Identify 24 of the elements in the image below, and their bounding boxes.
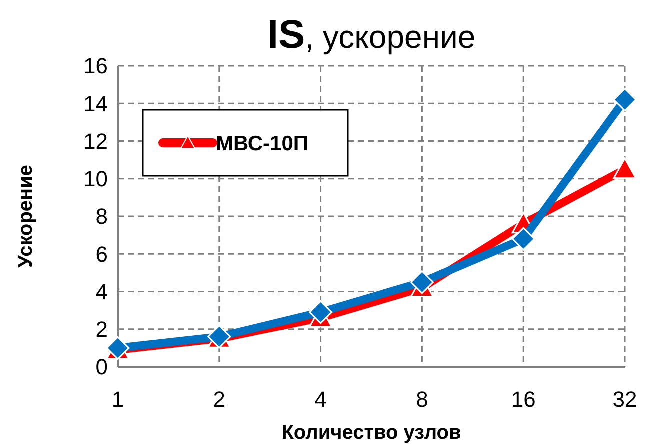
point <box>512 227 536 251</box>
x-axis-title: Количество узлов <box>282 422 462 444</box>
point <box>613 88 637 112</box>
x-tick-label: 1 <box>112 387 124 412</box>
x-tick-label: 4 <box>314 387 327 412</box>
y-tick-label: 6 <box>96 242 108 267</box>
y-tick-label: 0 <box>96 354 108 380</box>
point <box>410 270 434 294</box>
y-tick-label: 10 <box>84 166 108 192</box>
x-tick-label: 8 <box>416 387 428 412</box>
legend-label: МВС-10П <box>216 132 308 156</box>
y-tick-label: 16 <box>84 54 108 79</box>
y-tick-label: 2 <box>96 317 108 342</box>
x-tick-label: 2 <box>213 387 226 412</box>
y-axis-title: Ускорение <box>15 164 37 268</box>
y-tick-label: 4 <box>96 279 108 304</box>
y-tick-label: 14 <box>84 91 108 116</box>
x-tick-label: 16 <box>511 387 536 412</box>
y-tick-label: 8 <box>96 204 108 230</box>
point <box>309 300 333 324</box>
chart-title: IS, ускорение <box>267 13 476 57</box>
x-tick-label: 32 <box>612 387 638 412</box>
point <box>613 158 637 180</box>
y-tick-label: 12 <box>84 128 108 154</box>
